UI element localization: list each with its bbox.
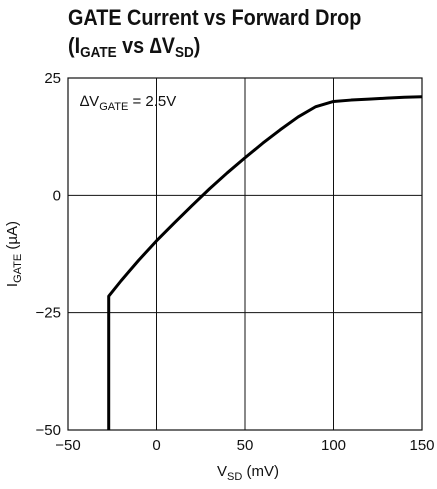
title2-sub2: SD [174,44,194,61]
chart-title-line2: (IGATE vs ∆VSD) [68,33,200,61]
x-tick-label: 50 [237,437,254,454]
xlabel-sub: SD [227,471,242,483]
annotation-main: ∆V [80,93,99,110]
chart-title-line1: GATE Current vs Forward Drop [68,5,362,30]
y-tick-label: −25 [36,305,61,322]
title2-suffix: ) [193,33,201,58]
x-tick-label: 0 [152,437,160,454]
y-tick-label: 25 [44,70,61,87]
xlabel-main: V [217,463,227,480]
title2-prefix: (I [68,33,81,58]
x-tick-label: 150 [409,437,434,454]
y-tick-label: −50 [36,422,61,439]
x-tick-labels: −50 0 50 100 150 [55,437,434,454]
xlabel-unit: (mV) [242,463,279,480]
y-tick-label: 0 [53,187,61,204]
ylabel-main: I [4,283,21,287]
x-tick-label: 100 [321,437,346,454]
series-line [107,95,423,430]
annotation-sub: GATE [99,101,128,113]
title2-sub1: GATE [80,44,117,61]
y-tick-labels: 25 0 −25 −50 [36,70,61,439]
annotation-value: = 2.5V [128,93,176,110]
grid-lines [67,77,423,431]
title2-mid: vs ∆V [116,33,175,58]
annotation-delta-vgate: ∆VGATE = 2.5V [80,93,176,113]
plot-frame [67,77,423,431]
y-axis-label: IGATE (µA) [4,221,24,287]
x-axis-label: VSD (mV) [217,463,279,483]
x-tick-label: −50 [55,437,80,454]
ylabel-sub: GATE [12,254,24,283]
ylabel-unit: (µA) [4,221,21,254]
